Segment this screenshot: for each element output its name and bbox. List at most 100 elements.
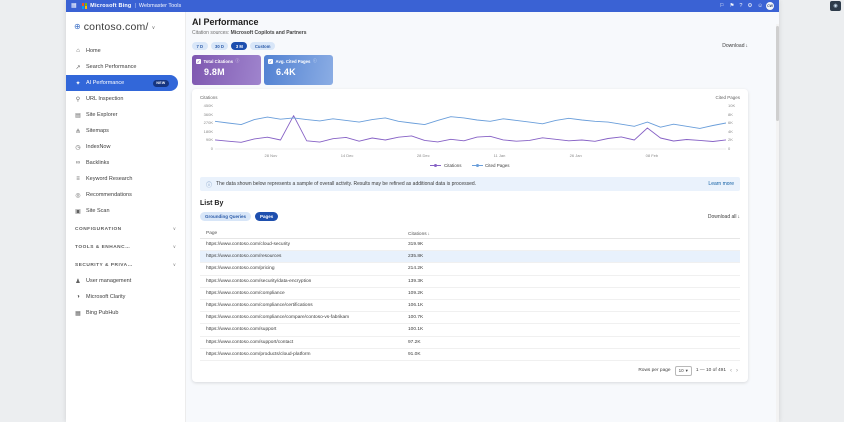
- new-badge: NEW: [153, 80, 169, 87]
- product-name: Microsoft Bing: [90, 3, 131, 9]
- table-row[interactable]: https://www.contoso.com/pricing214.2K: [200, 263, 740, 275]
- kpi-checkbox[interactable]: ✓: [196, 59, 201, 64]
- overlay-widget-icon[interactable]: ◉: [830, 1, 841, 11]
- sidebar-item-indexnow[interactable]: ◷IndexNow: [66, 139, 185, 155]
- feedback-icon[interactable]: ☺: [757, 3, 763, 9]
- page-title: AI Performance: [192, 17, 748, 27]
- campaign-icon[interactable]: ⚐: [720, 3, 725, 9]
- sidebar-item-label: AI Performance: [86, 80, 124, 86]
- sidebar-item-label: Home: [86, 48, 101, 54]
- download-all-button[interactable]: Download all↓: [708, 214, 740, 220]
- banner-text: The data shown below represents a sample…: [216, 181, 476, 187]
- time-filter-custom[interactable]: Custom: [250, 42, 275, 50]
- sidebar-item-microsoft-clarity[interactable]: ◑Microsoft Clarity: [66, 289, 185, 305]
- right-tick: 0: [728, 146, 740, 151]
- left-tick: 0: [200, 146, 213, 151]
- sidebar-item-backlinks[interactable]: ∞ Backlinks: [66, 155, 185, 171]
- sidebar-item-label: Microsoft Clarity: [86, 294, 125, 300]
- sidebar-item-url-inspection[interactable]: ⚲URL Inspection: [66, 91, 185, 107]
- chart-legend: CitationsCited Pages: [200, 163, 740, 168]
- table-row[interactable]: https://www.contoso.com/cloud-security31…: [200, 239, 740, 251]
- site-name: contoso.com/: [84, 21, 149, 33]
- table-row[interactable]: https://www.contoso.com/support100.1K: [200, 324, 740, 336]
- section-label: TOOLS & ENHANCEMENTS: [75, 245, 133, 250]
- sidebar-item-site-explorer[interactable]: ▤ Site Explorer: [66, 107, 185, 123]
- kpi-checkbox[interactable]: ✓: [268, 59, 273, 64]
- sidebar-item-user-management[interactable]: ♟User management: [66, 273, 185, 289]
- sidebar-item-home[interactable]: ⌂Home: [66, 43, 185, 59]
- time-filter-3-m[interactable]: 3 M: [231, 42, 247, 50]
- site-explorer-icon: ▤: [75, 112, 81, 119]
- notifications-icon[interactable]: ⚑: [729, 3, 734, 9]
- chevron-down-icon: ∨: [173, 226, 176, 232]
- left-axis-ticks: 450K360K270K180K90K0: [200, 103, 215, 151]
- time-filter-7-d[interactable]: 7 D: [192, 42, 208, 50]
- sidebar-item-bing-pubhub[interactable]: ▦ Bing PubHub: [66, 305, 185, 321]
- table-row[interactable]: https://www.contoso.com/compliance/compa…: [200, 312, 740, 324]
- x-tick: 28 Dec: [417, 153, 430, 158]
- kpi-card-total-citations[interactable]: ✓Total Citationsⓘ9.8M: [192, 55, 261, 85]
- right-tick: 4K: [728, 129, 740, 134]
- rows-per-page-select[interactable]: 10▾: [675, 366, 692, 376]
- sidebar-item-label: Recommendations: [86, 192, 132, 198]
- table-row[interactable]: https://www.contoso.com/support/contact9…: [200, 337, 740, 349]
- microsoft-logo-icon[interactable]: [82, 3, 88, 9]
- sidebar-item-search-performance[interactable]: ↗Search Performance: [66, 59, 185, 75]
- time-filter-30-d[interactable]: 30 D: [211, 42, 229, 50]
- sidebar-item-site-scan[interactable]: ▣Site Scan: [66, 203, 185, 219]
- time-filter-group: 7 D30 D3 MCustom: [192, 42, 278, 50]
- section-configuration[interactable]: CONFIGURATION∨: [66, 219, 185, 237]
- sidebar-item-label: Site Explorer: [86, 112, 118, 118]
- sidebar-item-keyword-research[interactable]: ≡Keyword Research: [66, 171, 185, 187]
- tab-grounding-queries[interactable]: Grounding Queries: [200, 212, 251, 221]
- sidebar-item-recommendations[interactable]: ◎Recommendations: [66, 187, 185, 203]
- legend-item-citations: Citations: [430, 163, 461, 168]
- user-avatar[interactable]: CW: [766, 2, 774, 10]
- table-row[interactable]: https://www.contoso.com/compliance109.2K: [200, 288, 740, 300]
- settings-icon[interactable]: ⚙: [747, 3, 752, 9]
- help-icon[interactable]: ?: [739, 3, 742, 9]
- table-row[interactable]: https://www.contoso.com/compliance/certi…: [200, 300, 740, 312]
- next-page-button[interactable]: ›: [736, 368, 738, 374]
- x-tick: 28 Nov: [265, 153, 278, 158]
- scrollbar[interactable]: [776, 24, 779, 422]
- column-header-citations[interactable]: Citations↓: [408, 231, 734, 237]
- sidebar-item-ai-performance[interactable]: ✦AI PerformanceNEW: [66, 75, 178, 91]
- pagination-bar: Rows per page 10▾ 1 — 10 of 491 ‹ ›: [200, 366, 740, 376]
- indexnow-icon: ◷: [75, 144, 81, 151]
- right-axis-title: Cited Pages: [715, 95, 740, 100]
- bing-pubhub-icon: ▦: [75, 310, 81, 317]
- sidebar-item-sitemaps[interactable]: ⋔Sitemaps: [66, 123, 185, 139]
- table-row[interactable]: https://www.contoso.com/products/cloud-p…: [200, 349, 740, 361]
- search-performance-icon: ↗: [75, 64, 81, 71]
- list-by-tab-group: Grounding Queries Pages: [200, 212, 282, 221]
- left-axis-title: Citations: [200, 95, 218, 100]
- sidebar-item-label: Site Scan: [86, 208, 110, 214]
- waffle-menu-icon[interactable]: ▦: [71, 3, 77, 9]
- kpi-label: Total Citations: [204, 59, 234, 64]
- previous-page-button[interactable]: ‹: [730, 368, 732, 374]
- left-tick: 90K: [200, 137, 213, 142]
- tab-pages[interactable]: Pages: [255, 212, 278, 221]
- sidebar-item-label: URL Inspection: [86, 96, 123, 102]
- backlinks-icon: ∞: [75, 160, 81, 166]
- info-icon: ⓘ: [206, 180, 212, 189]
- download-icon: ↓: [738, 214, 741, 220]
- left-tick: 270K: [200, 120, 213, 125]
- table-row[interactable]: https://www.contoso.com/resources235.8K: [200, 251, 740, 263]
- series-line-citations: [215, 116, 726, 143]
- scrollbar-thumb[interactable]: [776, 26, 779, 121]
- table-row[interactable]: https://www.contoso.com/security/data-en…: [200, 276, 740, 288]
- sidebar-item-label: Bing PubHub: [86, 310, 118, 316]
- sidebar-item-label: Backlinks: [86, 160, 109, 166]
- kpi-card-row: ✓Total Citationsⓘ9.8M✓Avg. Cited Pagesⓘ6…: [192, 55, 748, 85]
- section-label: SECURITY & PRIVACY: [75, 263, 133, 268]
- section-tools-enhancements[interactable]: TOOLS & ENHANCEMENTS∨: [66, 237, 185, 255]
- learn-more-link[interactable]: Learn more: [708, 181, 734, 187]
- kpi-card-avg-cited-pages[interactable]: ✓Avg. Cited Pagesⓘ6.4K: [264, 55, 333, 85]
- section-security-privacy[interactable]: SECURITY & PRIVACY∨: [66, 255, 185, 273]
- download-button[interactable]: Download↓: [722, 43, 748, 49]
- sidebar: ⊕ contoso.com/ ∨ ⌂Home↗Search Performanc…: [66, 12, 186, 422]
- chevron-down-icon: ∨: [152, 25, 156, 31]
- site-selector[interactable]: ⊕ contoso.com/ ∨: [66, 12, 185, 39]
